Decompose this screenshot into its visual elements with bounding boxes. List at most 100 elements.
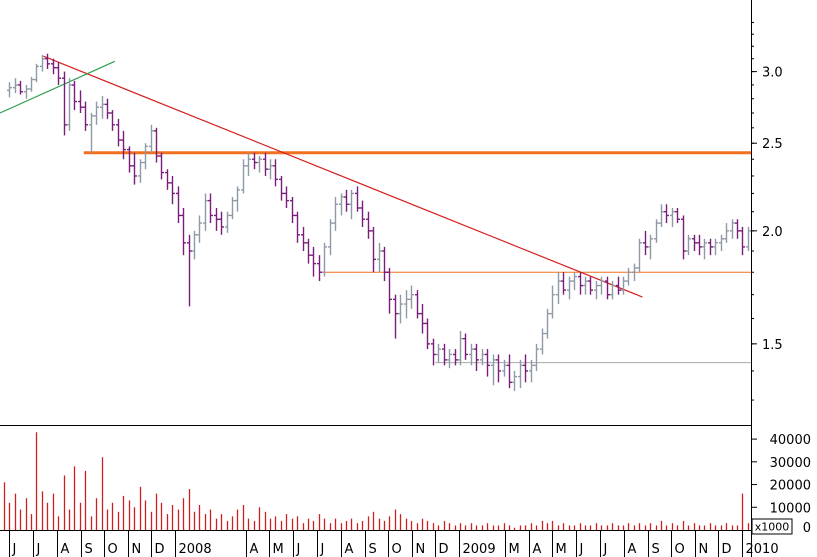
ohlc-bar-2007-07-27 [51,58,56,75]
ohlc-bar-2008-08-01 [339,193,344,216]
ohlc-bar-2009-03-27 [523,354,528,383]
ohlc-bar-2008-08-08 [344,189,349,212]
ohlc-bar-2008-10-03 [387,267,392,314]
price-axis-label: 2.0 [762,225,783,240]
ohlc-bar-2009-04-10 [534,343,539,371]
time-axis-label: J [579,542,584,557]
ohlc-bar-2008-08-22 [355,186,360,212]
ohlc-bar-2008-11-21 [425,318,430,350]
ohlc-bar-2007-08-10 [62,71,67,136]
time-axis-label: D [439,542,449,557]
ohlc-bar-2009-11-13 [702,238,707,260]
volume-axis-label: 20000 [770,479,811,494]
ohlc-bar-2007-12-14 [159,152,164,180]
ohlc-bar-2008-05-30 [290,197,295,224]
ohlc-bar-2008-07-18 [328,219,333,256]
ohlc-bar-2009-07-03 [599,276,604,295]
time-axis-label: O [675,542,685,557]
ohlc-bar-2007-06-01 [7,82,12,98]
ohlc-bar-2009-10-16 [681,215,686,260]
ohlc-bar-2007-07-06 [34,63,39,83]
time-axis-label: O [392,542,402,557]
volume-unit-label: x1000 [751,518,793,535]
volume-bars [3,432,750,530]
time-axis: J J A S O N D 2008 A M J J A S O N D 2009 M A M J J A S O N D 2010 [9,530,779,557]
time-axis-label: D [722,542,732,557]
ohlc-bar-2009-07-17 [610,281,615,300]
ohlc-bar-2008-02-01 [197,215,202,243]
ohlc-bar-2007-10-05 [105,98,110,119]
ohlc-bar-2008-04-11 [252,152,257,170]
price-axis-label: 1.5 [762,338,783,353]
ohlc-bar-2009-01-16 [469,343,474,366]
price-panel [0,53,751,426]
ohlc-bar-2009-06-19 [588,276,593,295]
ohlc-bar-2009-11-06 [697,234,702,256]
ohlc-bar-2009-10-23 [686,234,691,256]
ohlc-bar-2008-03-14 [230,197,235,220]
time-axis-label: A [61,542,70,557]
ohlc-bar-2009-07-24 [616,276,621,295]
ohlc-bar-2007-09-07 [83,101,88,131]
ohlc-bar-2007-08-03 [56,62,61,85]
ohlc-bar-2009-09-04 [648,234,653,260]
ohlc-bar-2008-04-04 [246,152,251,176]
ohlc-bar-2007-08-17 [67,78,72,131]
price-axis-label: 2.5 [762,137,783,152]
ohlc-bar-2009-09-11 [654,219,659,243]
ohlc-bar-2008-09-05 [366,211,371,239]
ohlc-bar-2009-02-20 [496,354,501,383]
ohlc-bar-2008-07-04 [317,255,322,282]
price-axis: 1.5 2.0 2.5 3.0 [751,21,783,401]
ohlc-bar-2007-09-14 [89,112,94,153]
ohlc-bar-2009-01-02 [458,330,463,366]
ohlc-bar-2009-09-25 [664,204,669,224]
ohlc-bar-2009-02-27 [502,359,507,377]
ohlc-bar-2008-01-18 [187,234,192,307]
ohlc-bar-2009-06-05 [578,272,583,295]
ohlc-bar-2007-06-15 [18,80,23,95]
time-axis-label: J [296,542,301,557]
volume-unit-text: x1000 [755,521,790,534]
ohlc-bar-2008-09-26 [382,246,387,282]
ohlc-bar-2007-10-12 [110,110,115,131]
ohlc-bar-2007-12-28 [170,175,175,205]
ohlc-bar-2009-11-20 [708,238,713,256]
time-axis-label: A [250,542,259,557]
ohlc-bar-2009-05-29 [572,272,577,291]
ohlc-bar-2008-03-21 [235,186,240,212]
time-axis-label: 2010 [746,542,779,557]
ohlc-bar-2007-06-29 [29,76,34,92]
volume-axis: 0 10000 20000 30000 40000 [751,433,811,536]
ohlc-bar-2008-06-20 [306,238,311,264]
ohlc-bar-2010-01-01 [740,226,745,256]
ohlc-bar-2007-12-21 [165,169,170,190]
ohlc-bar-2008-02-22 [214,207,219,231]
time-axis-label: S [369,542,377,557]
ohlc-bar-2007-11-02 [127,146,132,173]
ohlc-bar-2008-06-06 [295,211,300,243]
time-axis-label: J [603,542,608,557]
time-axis-label: M [509,542,520,557]
time-axis-label: N [132,542,142,557]
ohlc-bar-2009-03-06 [507,354,512,389]
ohlc-bar-2008-02-15 [208,193,213,224]
ohlc-bar-2008-10-17 [398,294,403,324]
ohlc-bar-2009-08-14 [632,263,637,282]
time-axis-label: S [652,542,660,557]
ohlc-bar-2008-12-05 [436,343,441,363]
time-axis-label: A [533,542,542,557]
ohlc-bar-2009-07-10 [605,276,610,300]
time-axis-label: S [85,542,93,557]
ohlc-bar-2007-06-08 [13,78,18,94]
ohlc-bar-2008-04-18 [257,155,262,173]
ohlc-bar-2009-01-23 [474,343,479,371]
ohlc-bar-2007-07-13 [40,54,45,72]
ohlc-bar-2009-05-15 [561,272,566,295]
ohlc-bar-2009-03-13 [512,370,517,392]
ohlc-bar-2008-06-27 [311,246,316,277]
trendline-2 [0,60,116,114]
volume-unit-box [751,518,793,535]
ohlc-bar-2009-12-11 [724,223,729,243]
